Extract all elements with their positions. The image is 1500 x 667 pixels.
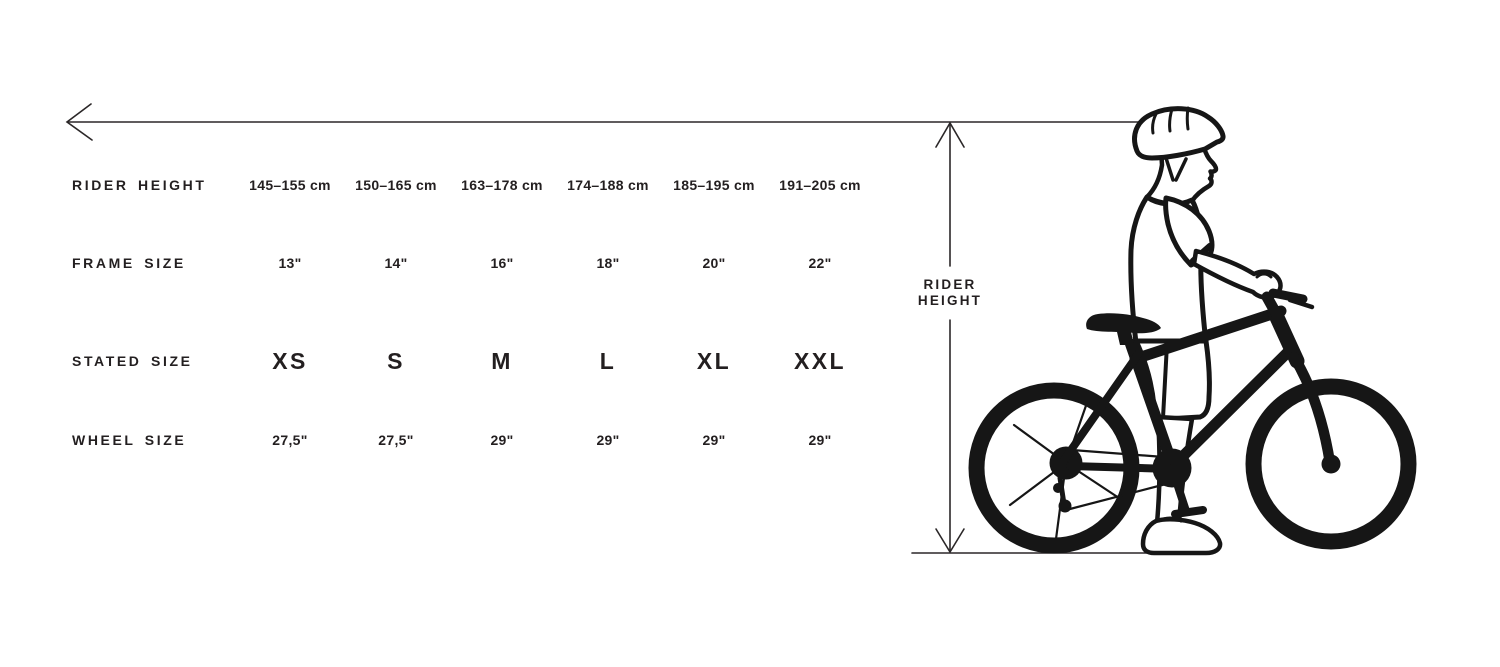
row-label: STATED SIZE [72,353,193,369]
wheel-size-value: 29" [490,432,514,448]
rider-height-value: 163–178 cm [461,177,543,193]
frame-size-value: 16" [490,255,514,271]
rider-height-value: 145–155 cm [249,177,331,193]
frame-size-value: 22" [808,255,832,271]
frame-size-value: 20" [702,255,726,271]
rider-height-annotation: RIDER HEIGHT [890,277,1010,309]
stated-size-value: M [491,347,513,374]
front-wheel [1245,378,1417,550]
table-row-frame-size: FRAME SIZE 13" 14" 16" 18" 20" 22" [72,248,898,278]
table-row-rider-height: RIDER HEIGHT 145–155 cm 150–165 cm 163–1… [72,170,898,200]
measurement-lines [65,103,1148,554]
wheel-size-value: 29" [702,432,726,448]
brake-lever [1287,297,1315,310]
seat-stay [1060,349,1143,464]
frame-size-value: 18" [596,255,620,271]
top-tube [1129,305,1287,365]
left-arrowhead-icon [65,103,93,141]
helmet-strap [1164,156,1188,182]
row-label: RIDER HEIGHT [72,177,207,193]
wheel-size-value: 29" [596,432,620,448]
pedal [1171,506,1207,518]
rider-height-value: 185–195 cm [673,177,755,193]
helmet-icon [1132,106,1226,161]
bike-frame [1060,291,1336,473]
rider-height-value: 191–205 cm [779,177,861,193]
chain [1068,448,1172,511]
bike-illustration [968,288,1417,554]
frame-size-value: 13" [278,255,302,271]
table-row-wheel-size: WHEEL SIZE 27,5" 27,5" 29" 29" 29" 29" [72,425,898,455]
rider-height-annotation-line2: HEIGHT [917,293,983,308]
rider-height-annotation-line1: RIDER [923,277,977,292]
stated-size-value: XL [696,347,732,374]
stated-size-value: XXL [794,347,846,374]
up-arrowhead-icon [935,121,965,148]
saddle-clamp [1117,332,1134,345]
stated-size-value: L [599,347,617,374]
wheel-size-value: 27,5" [272,432,308,448]
crank-arm [1168,464,1190,515]
frame-size-value: 14" [384,255,408,271]
stem [1261,291,1283,321]
table-row-stated-size: STATED SIZE XS S M L XL XXL [72,346,898,376]
helmet-vents [1151,106,1190,135]
row-label: WHEEL SIZE [72,432,187,448]
shoe-ankle-line [1157,516,1183,523]
rider-height-value: 150–165 cm [355,177,437,193]
shorts-split-line [1161,342,1169,420]
stated-size-value: S [387,347,405,374]
down-tube [1169,347,1293,470]
fork [1288,351,1336,469]
row-label: FRAME SIZE [72,255,186,271]
wheel-size-value: 29" [808,432,832,448]
stated-size-value: XS [272,347,308,374]
wheel-size-value: 27,5" [378,432,414,448]
rider-height-value: 174–188 cm [567,177,649,193]
saddle [1086,313,1161,334]
handlebar-grip [1268,288,1308,304]
seat-tube [1125,338,1179,472]
rider-shoe [1140,517,1223,556]
size-table: RIDER HEIGHT 145–155 cm 150–165 cm 163–1… [72,0,898,667]
down-arrowhead-icon [935,528,965,554]
derailleur [1053,475,1072,513]
hand-knuckle-line [1255,272,1273,279]
